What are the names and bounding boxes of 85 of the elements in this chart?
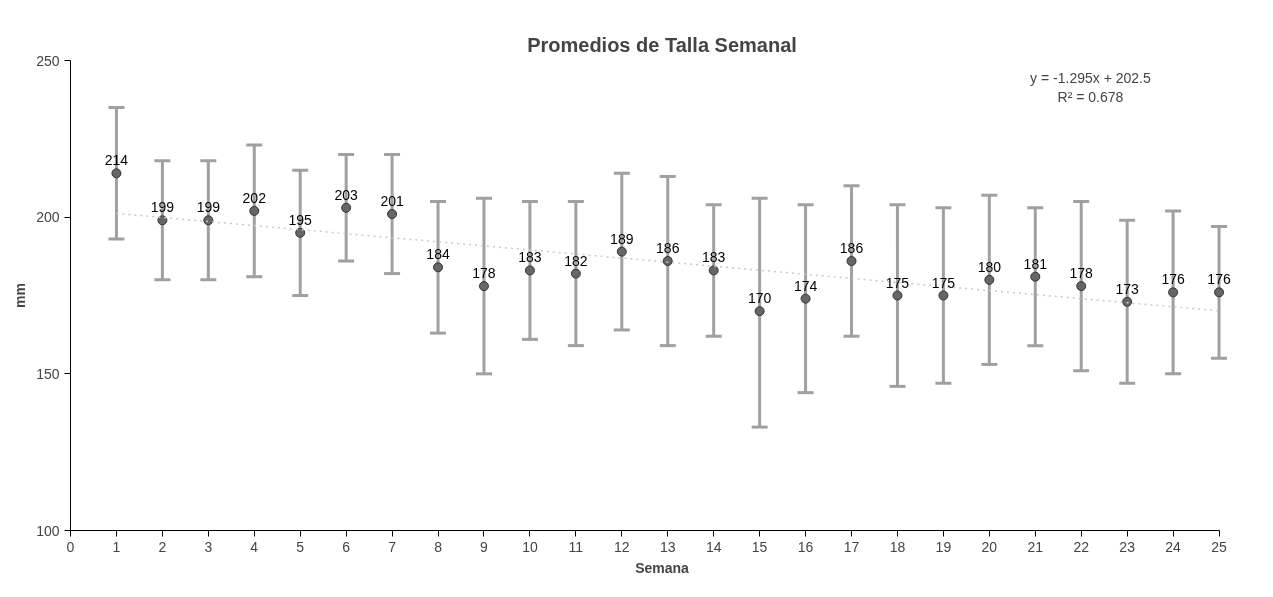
data-label: 201 [380, 193, 404, 210]
data-label: 182 [564, 252, 588, 269]
data-label: 202 [242, 189, 267, 206]
data-label: 176 [1161, 271, 1185, 288]
x-tick-label: 4 [250, 538, 259, 555]
point [111, 168, 122, 179]
x-tick-label: 7 [388, 538, 397, 555]
point [341, 202, 352, 213]
x-tick-label: 21 [1027, 538, 1044, 555]
point [157, 215, 168, 226]
x-tick-label: 19 [935, 538, 952, 555]
point [478, 281, 489, 292]
data-label: 199 [150, 199, 175, 216]
point [938, 290, 949, 301]
point [984, 274, 995, 285]
point [754, 306, 765, 317]
data-label: 173 [1115, 280, 1140, 297]
data-label: 214 [104, 152, 129, 169]
x-tick-label: 14 [705, 538, 722, 555]
data-label: 178 [472, 265, 496, 282]
x-tick-label: 3 [204, 538, 213, 555]
point [1214, 287, 1225, 298]
x-tick-label: 11 [568, 538, 584, 555]
point [203, 215, 214, 226]
point [708, 265, 719, 276]
data-label: 174 [793, 277, 818, 294]
x-tick-label: 16 [797, 538, 814, 555]
data-label: 175 [931, 274, 956, 291]
x-tick-label: 22 [1073, 538, 1090, 555]
chart-title: Promedios de Talla Semanal [527, 33, 797, 56]
data-label: 184 [426, 246, 450, 263]
point [387, 209, 398, 220]
data-label: 186 [839, 240, 864, 257]
x-tick-label: 8 [434, 538, 443, 555]
x-tick-label: 18 [889, 538, 906, 555]
x-tick-label: 25 [1211, 538, 1228, 555]
point [892, 290, 903, 301]
data-label: 195 [288, 211, 313, 228]
y-tick-label: 200 [36, 209, 60, 226]
x-tick-label: 9 [480, 538, 489, 555]
point [616, 246, 627, 257]
point [295, 227, 306, 238]
data-label: 183 [518, 249, 542, 266]
point [524, 265, 535, 276]
x-tick-label: 0 [66, 538, 75, 555]
data-label: 180 [977, 258, 1002, 275]
point [662, 256, 673, 267]
annotation: R² = 0.678 [1057, 88, 1124, 105]
x-tick-label: 1 [112, 538, 121, 555]
x-tick-label: 12 [614, 538, 630, 555]
point [1122, 296, 1133, 307]
x-tick-label: 24 [1165, 538, 1182, 555]
data-label: 175 [885, 274, 910, 291]
data-label: 199 [196, 199, 221, 216]
data-label: 176 [1207, 271, 1231, 288]
annotation: y = -1.295x + 202.5 [1030, 69, 1151, 86]
x-tick-label: 2 [158, 538, 167, 555]
data-label: 183 [702, 249, 726, 266]
point [1168, 287, 1179, 298]
point [570, 268, 581, 279]
data-label: 170 [747, 290, 772, 307]
point [249, 205, 260, 216]
data-label: 181 [1023, 255, 1048, 272]
x-tick-label: 15 [751, 538, 768, 555]
x-axis-title: Semana [635, 559, 690, 576]
data-label: 178 [1069, 265, 1094, 282]
x-tick-label: 5 [296, 538, 305, 555]
point [433, 262, 444, 273]
x-tick-label: 17 [843, 538, 860, 555]
data-label: 186 [656, 240, 680, 257]
x-tick-label: 6 [342, 538, 351, 555]
x-tick-label: 13 [659, 538, 676, 555]
point [846, 256, 857, 267]
point [1076, 281, 1087, 292]
data-label: 203 [334, 186, 359, 203]
point [1030, 271, 1041, 282]
x-tick-label: 20 [981, 538, 998, 555]
y-tick-label: 250 [36, 52, 60, 69]
y-tick-label: 100 [36, 522, 60, 539]
point [800, 293, 811, 304]
y-tick-label: 150 [36, 365, 60, 382]
data-label: 189 [610, 230, 634, 247]
y-axis-title: mm [12, 283, 29, 308]
x-tick-label: 23 [1119, 538, 1136, 555]
x-tick-label: 10 [522, 538, 538, 555]
